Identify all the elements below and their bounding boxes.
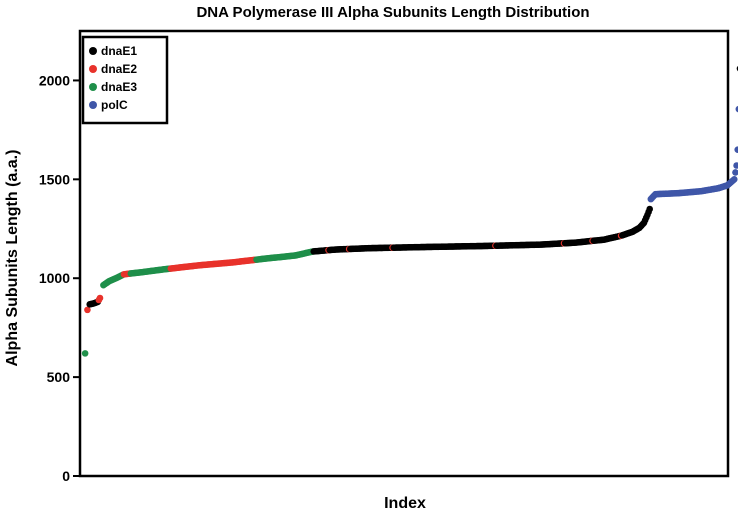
y-axis-ticks: 0 500 1000 1500 2000 — [39, 72, 80, 484]
legend: dnaE1 dnaE2 dnaE3 polC — [81, 35, 169, 125]
legend-box — [81, 35, 169, 125]
data-point-dnaE3 — [81, 350, 89, 357]
data-point-dnaE2 — [96, 294, 104, 302]
data-point-polC — [732, 169, 738, 176]
data-point-dnaE1 — [646, 205, 654, 213]
legend-label-dnaE3: dnaE3 — [101, 80, 137, 94]
legend-marker-polC — [89, 101, 97, 109]
x-axis-label: Index — [384, 495, 426, 512]
legend-label-polC: polC — [101, 98, 128, 112]
y-tick-label: 2000 — [39, 72, 70, 88]
data-point-dnaE2 — [84, 306, 91, 314]
data-point-polC — [733, 162, 738, 169]
y-tick-label: 1500 — [39, 171, 70, 187]
legend-label-dnaE2: dnaE2 — [101, 62, 137, 76]
data-point-polC — [734, 146, 738, 153]
y-tick-label: 0 — [62, 468, 70, 484]
data-point-polC — [735, 105, 738, 113]
y-tick-label: 1000 — [39, 270, 70, 286]
chart-title: DNA Polymerase III Alpha Subunits Length… — [196, 4, 589, 21]
legend-marker-dnaE2 — [89, 65, 97, 73]
data-points — [81, 65, 738, 357]
legend-label-dnaE1: dnaE1 — [101, 44, 137, 58]
y-tick-label: 500 — [47, 369, 71, 385]
data-point-polC — [730, 176, 738, 183]
y-axis-label: Alpha Subunits Length (a.a.) — [4, 150, 21, 367]
legend-marker-dnaE3 — [89, 83, 97, 91]
plot-area-frame — [78, 29, 730, 478]
legend-marker-dnaE1 — [89, 47, 97, 55]
